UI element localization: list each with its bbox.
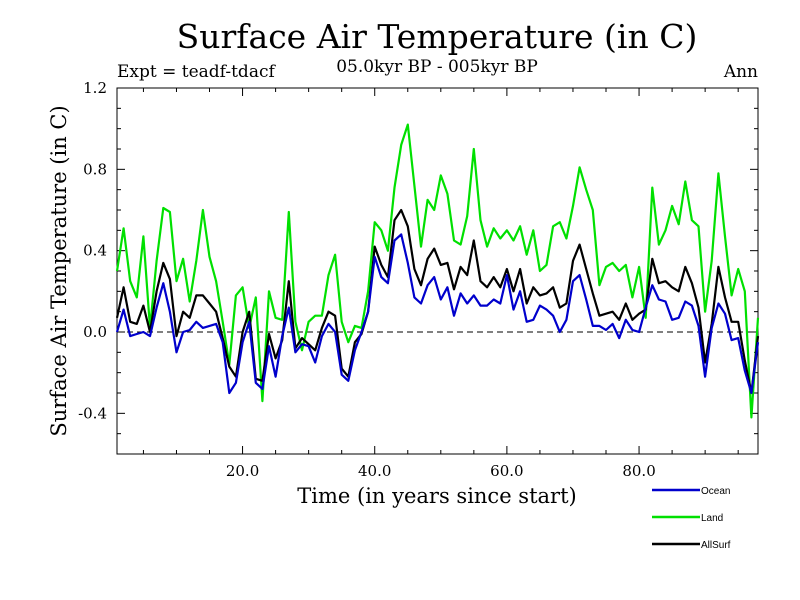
legend-label-land: Land <box>701 513 723 524</box>
chart-title: Surface Air Temperature (in C) <box>177 17 698 56</box>
x-tick-label: 80.0 <box>622 462 655 480</box>
series-line-land <box>115 123 760 419</box>
series-lines <box>115 123 760 419</box>
legend-label-ocean: Ocean <box>701 486 730 497</box>
y-tick-label: 1.2 <box>83 79 107 97</box>
legend-label-allsurf: AllSurf <box>701 540 731 551</box>
y-axis-label: Surface Air Temperature (in C) <box>47 105 71 436</box>
x-tick-label: 40.0 <box>358 462 391 480</box>
x-axis-label: Time (in years since start) <box>297 484 576 508</box>
y-tick-label: 0.4 <box>83 242 107 260</box>
y-tick-label: 0.8 <box>83 160 107 178</box>
experiment-label: Expt = teadf-tdacf <box>117 62 276 82</box>
season-label: Ann <box>723 62 758 82</box>
axis-ticks <box>117 87 758 454</box>
y-tick-label: 0.0 <box>83 323 107 341</box>
x-tick-label: 60.0 <box>490 462 523 480</box>
chart-subtitle: 05.0kyr BP - 005kyr BP <box>336 57 538 77</box>
axis-tick-labels: 20.0 40.0 60.0 80.0 -0.4 0.0 0.4 0.8 1.2 <box>78 79 656 480</box>
y-tick-label: -0.4 <box>78 404 107 422</box>
series-line-ocean <box>115 233 760 395</box>
x-tick-label: 20.0 <box>226 462 259 480</box>
legend: Ocean Land AllSurf <box>652 486 731 551</box>
